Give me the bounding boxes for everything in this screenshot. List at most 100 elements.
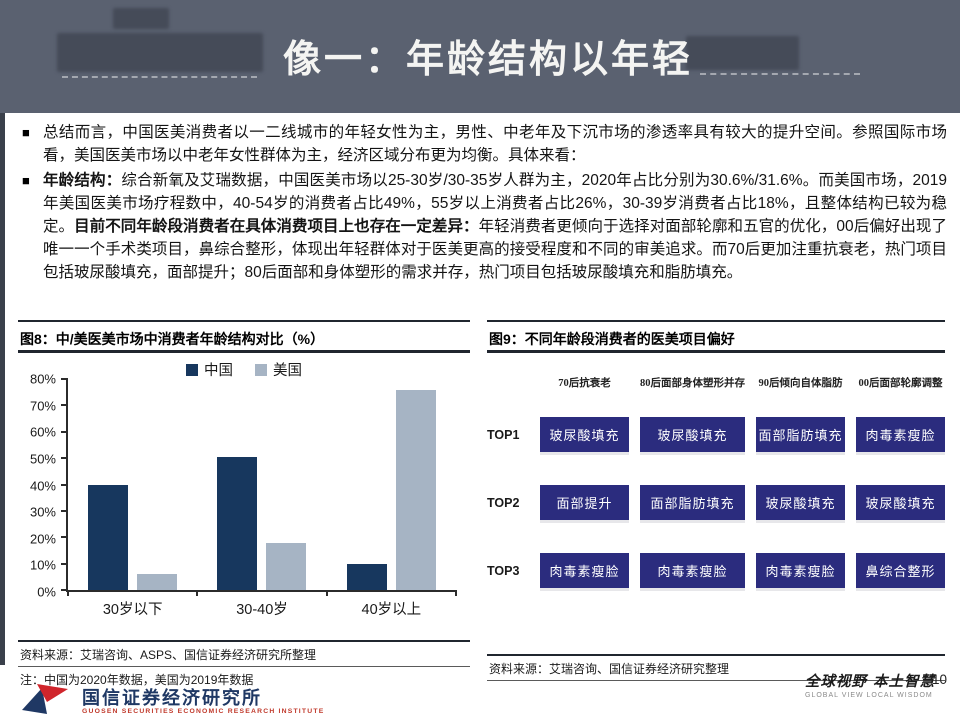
grid-cell: 肉毒素瘦脸 xyxy=(640,553,745,588)
y-axis-label: 80% xyxy=(29,371,56,387)
chart-y-axis: 0% 10% 20% 30% 40% 50% 60% 70% 80% xyxy=(18,372,62,600)
x-axis-label: 30岁以下 xyxy=(102,602,163,618)
preference-grid: 70后抗衰老 80后面部身体塑形并存 90后倾向自体脂肪 00后面部轮廓调整 TOP1 玻… xyxy=(487,367,945,588)
y-axis-tick xyxy=(61,430,68,433)
figure-8: 图8：中/美医美市场中消费者年龄结构对比（%） 中国 美国 0% 10% 20% 30%… xyxy=(18,320,470,688)
y-axis-label: 10% xyxy=(29,557,56,573)
bar-中国 xyxy=(88,484,129,590)
slogan-cn: 全球视野 本土智慧 xyxy=(805,673,936,690)
faded-text-remnant xyxy=(62,76,257,78)
bullet-text: 年轻消费者更倾向于选择对面部轮廓和五官的优化，00后偏好出现了唯一一个手术类项目… xyxy=(43,218,947,281)
y-axis-label: 40% xyxy=(29,478,56,493)
figure-9-source: 资料来源：艾瑞咨询、国信证券经济研究整理 xyxy=(487,654,945,681)
bullet-item: ■ 总结而言，中国医美消费者以一二线城市的年轻女性为主，男性、中老年及下沉市场的渗… xyxy=(22,121,947,167)
x-axis-tick xyxy=(455,590,457,596)
grid-row-label: TOP1 xyxy=(487,427,520,442)
figure-9-body: 70后抗衰老 80后面部身体塑形并存 90后倾向自体脂肪 00后面部轮廓调整 TOP1 玻… xyxy=(487,367,945,654)
faded-text-remnant xyxy=(700,73,860,75)
grid-cell: 肉毒素瘦脸 xyxy=(856,417,945,452)
y-axis-tick xyxy=(61,589,68,591)
figure-8-source: 资料来源：艾瑞咨询、ASPS、国信证券经济研究所整理 xyxy=(18,640,470,667)
bar-group xyxy=(197,379,326,590)
grid-column-header: 80后面部身体塑形并存 xyxy=(640,377,745,389)
logo-text-cn: 国信证券经济研究所 xyxy=(82,687,262,708)
grid-cell: 肉毒素瘦脸 xyxy=(756,553,845,588)
chart-plot: 30岁以下 30-40岁 40岁以上 xyxy=(61,378,457,618)
legend-swatch xyxy=(186,363,198,376)
y-axis-label: 0% xyxy=(37,584,56,600)
grid-cell: 肉毒素瘦脸 xyxy=(540,553,629,588)
x-axis-tick xyxy=(196,590,199,596)
x-axis-label: 30-40岁 xyxy=(236,602,288,618)
legend-swatch xyxy=(255,363,267,376)
logo-text: 国信证券经济研究所 GUOSEN SECURITIES ECONOMIC RES… xyxy=(82,688,324,715)
figure-8-note: 注：中国为2020年数据，美国为2019年数据 xyxy=(20,673,254,687)
legend-item: 中国 xyxy=(186,359,233,380)
chart-legend: 中国 美国 xyxy=(18,359,470,380)
y-axis-label: 20% xyxy=(29,531,56,547)
bullet-marker-icon: ■ xyxy=(22,125,30,140)
grid-column-header: 00后面部轮廓调整 xyxy=(858,377,943,389)
legend-item: 美国 xyxy=(255,359,302,380)
y-axis-tick xyxy=(61,509,68,512)
bullet-item: ■ 年龄结构：综合新氧及艾瑞数据，中国医美市场以25-30岁/30-35岁人群为主… xyxy=(22,169,947,284)
bullet-marker-icon: ■ xyxy=(22,173,30,188)
y-axis-label: 70% xyxy=(29,398,56,414)
bullet-text: 综合新氧及艾瑞数据，中国医美市场以25-30岁/30-35岁人群为主，2020年… xyxy=(43,172,947,235)
bar-中国 xyxy=(346,563,387,590)
bar-group xyxy=(68,379,197,590)
grid-cell: 鼻综合整形 xyxy=(856,553,945,588)
y-axis-label: 30% xyxy=(29,504,56,520)
grid-column-header: 90后倾向自体脂肪 xyxy=(758,377,843,389)
redaction-box xyxy=(57,33,263,72)
y-axis-tick xyxy=(61,378,68,380)
logo-mark-icon xyxy=(22,684,68,714)
grid-cell: 玻尿酸填充 xyxy=(756,485,845,520)
chart-x-labels: 30岁以下 30-40岁 40岁以上 xyxy=(68,590,456,619)
bar-美国 xyxy=(266,542,307,590)
grid-column-header: 70后抗衰老 xyxy=(558,377,611,389)
grid-cell: 玻尿酸填充 xyxy=(856,485,945,520)
redaction-box xyxy=(686,36,799,70)
bullet-text: 年龄结构： xyxy=(43,172,122,189)
y-axis-tick xyxy=(61,457,68,460)
company-logo: 国信证券经济研究所 GUOSEN SECURITIES ECONOMIC RES… xyxy=(20,683,324,719)
y-axis-tick xyxy=(61,536,68,539)
bullet-text: 目前不同年龄段消费者在具体消费项目上也存在一定差异： xyxy=(74,218,479,235)
y-axis-tick xyxy=(61,562,68,565)
page-number: 10 xyxy=(932,672,948,687)
y-axis-tick xyxy=(61,404,68,407)
summary-bullets: ■ 总结而言，中国医美消费者以一二线城市的年轻女性为主，男性、中老年及下沉市场的渗… xyxy=(22,121,947,286)
chart-bars xyxy=(68,379,456,590)
grid-cell: 玻尿酸填充 xyxy=(640,417,745,452)
grid-row-label: TOP3 xyxy=(487,563,520,578)
grid-row-label: TOP2 xyxy=(487,495,520,510)
grid-corner xyxy=(487,367,529,397)
y-axis-label: 50% xyxy=(29,451,56,467)
legend-label: 美国 xyxy=(273,363,302,379)
figure-9: 图9：不同年龄段消费者的医美项目偏好 70后抗衰老 80后面部身体塑形并存 90后倾… xyxy=(487,320,945,681)
header-band: 像一：年龄结构以年轻 xyxy=(0,0,960,113)
slogan: 全球视野 本土智慧 GLOBAL VIEW LOCAL WISDOM xyxy=(805,670,935,699)
x-axis-label: 40岁以上 xyxy=(361,602,422,618)
bullet-text: 总结而言，中国医美消费者以一二线城市的年轻女性为主，男性、中老年及下沉市场的渗透… xyxy=(43,124,947,164)
figure-9-title: 图9：不同年龄段消费者的医美项目偏好 xyxy=(487,320,945,353)
bar-chart: 中国 美国 0% 10% 20% 30% 40% 50% 60% 70% 80% 30岁以下 30-… xyxy=(18,353,470,640)
y-axis-label: 60% xyxy=(29,424,56,440)
figure-8-title: 图8：中/美医美市场中消费者年龄结构对比（%） xyxy=(18,320,470,353)
bar-group xyxy=(327,379,456,590)
legend-label: 中国 xyxy=(204,363,233,379)
redaction-box xyxy=(113,8,169,29)
bar-中国 xyxy=(217,456,258,590)
grid-cell: 玻尿酸填充 xyxy=(540,417,629,452)
left-edge-strip xyxy=(0,113,5,665)
slogan-en: GLOBAL VIEW LOCAL WISDOM xyxy=(805,692,933,699)
logo-text-en: GUOSEN SECURITIES ECONOMIC RESEARCH INST… xyxy=(82,707,325,715)
grid-cell: 面部脂肪填充 xyxy=(756,417,845,452)
bar-美国 xyxy=(395,389,436,590)
grid-cell: 面部脂肪填充 xyxy=(640,485,745,520)
y-axis-tick xyxy=(61,483,68,486)
x-axis-tick xyxy=(325,590,328,596)
x-axis-tick xyxy=(67,590,69,596)
